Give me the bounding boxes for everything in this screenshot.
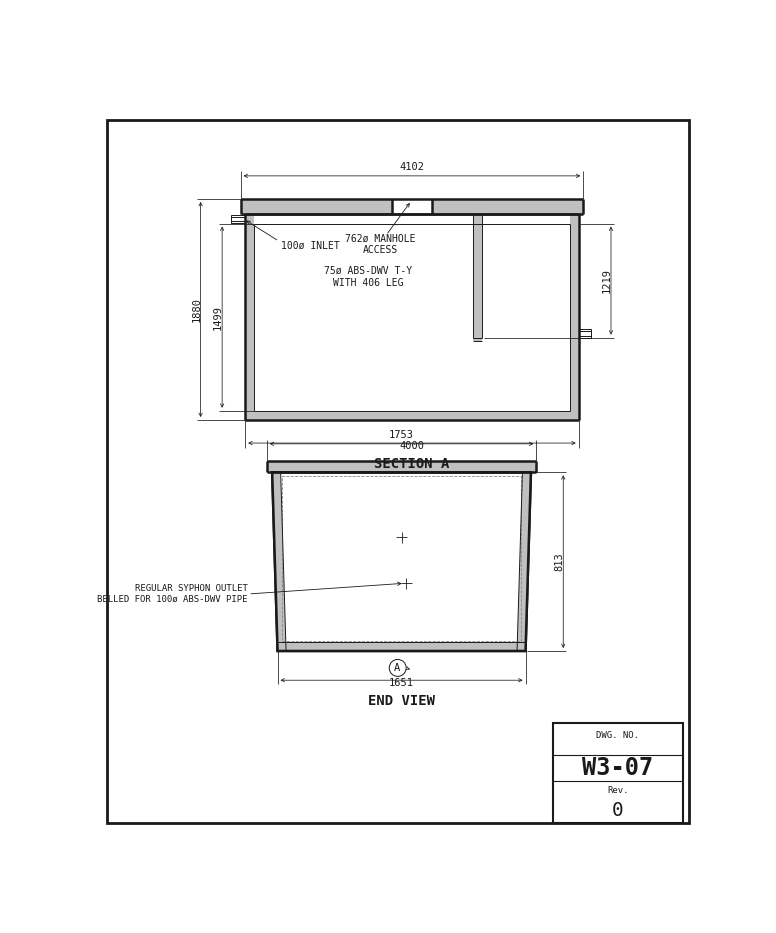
Text: 75ø ABS-DWV T-Y
WITH 406 LEG: 75ø ABS-DWV T-Y WITH 406 LEG: [324, 266, 413, 287]
Text: 1219: 1219: [601, 268, 611, 293]
Polygon shape: [517, 472, 531, 651]
Text: 762ø MANHOLE
ACCESS: 762ø MANHOLE ACCESS: [345, 233, 415, 256]
Text: 0: 0: [612, 801, 624, 820]
Bar: [392, 199, 431, 215]
Text: 1499: 1499: [213, 305, 223, 329]
Bar: [473, 335, 483, 341]
Text: END VIEW: END VIEW: [368, 694, 435, 708]
Bar: [231, 216, 245, 223]
Text: 4000: 4000: [400, 440, 424, 451]
Polygon shape: [272, 472, 286, 651]
Text: 4102: 4102: [400, 162, 424, 172]
Polygon shape: [278, 643, 525, 651]
Bar: [282, 476, 521, 641]
Bar: [267, 461, 536, 472]
Bar: [473, 215, 483, 338]
Text: REGULAR SYPHON OUTLET
BELLED FOR 100ø ABS-DWV PIPE: REGULAR SYPHON OUTLET BELLED FOR 100ø AB…: [97, 584, 248, 604]
Text: DWG. NO.: DWG. NO.: [597, 731, 639, 740]
Polygon shape: [272, 472, 531, 651]
Bar: [570, 215, 579, 420]
Text: 813: 813: [554, 552, 564, 571]
Bar: [579, 329, 591, 338]
Text: 100ø INLET: 100ø INLET: [281, 241, 339, 251]
Bar: [245, 411, 579, 420]
Text: Rev.: Rev.: [607, 787, 629, 795]
Text: A: A: [393, 663, 400, 673]
Text: SECTION A: SECTION A: [374, 457, 449, 471]
Text: 1651: 1651: [389, 678, 414, 688]
Bar: [241, 199, 584, 215]
Bar: [245, 215, 254, 420]
Text: W3-07: W3-07: [582, 756, 653, 780]
Text: 1880: 1880: [192, 297, 201, 322]
Bar: [553, 722, 683, 823]
Text: 1753: 1753: [389, 430, 414, 440]
